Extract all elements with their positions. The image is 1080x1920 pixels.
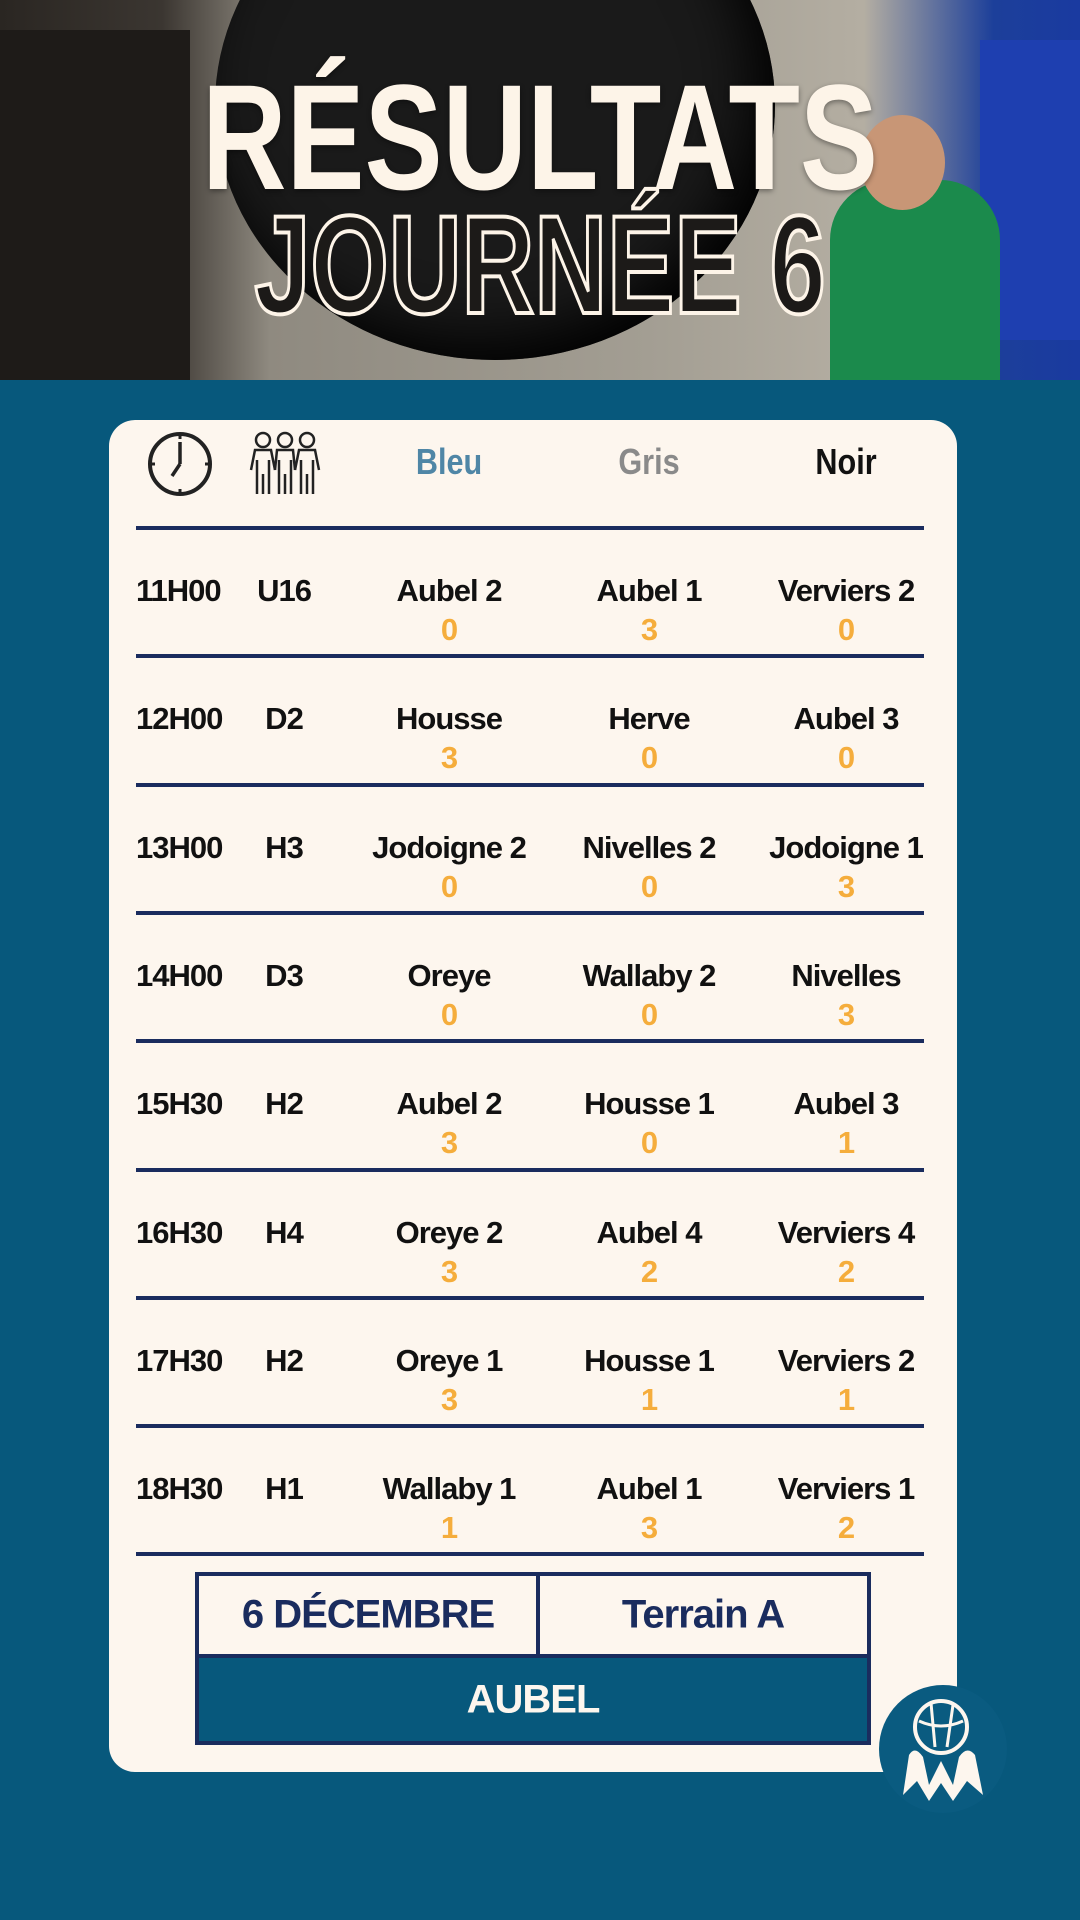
- match-time: 11H00: [136, 573, 222, 608]
- team-bleu: Oreye 2: [395, 1214, 504, 1250]
- score-bleu: 0: [440, 868, 458, 904]
- column-header-noir: Noir: [815, 441, 877, 482]
- team-gris: Wallaby 2: [582, 957, 717, 993]
- match-category: D3: [265, 957, 304, 993]
- player-image: [830, 180, 1000, 380]
- match-category: H3: [265, 829, 304, 865]
- venue-bar: AUBEL: [199, 1654, 867, 1741]
- column-header-gris: Gris: [618, 441, 680, 482]
- score-gris: 1: [640, 1381, 658, 1417]
- row-divider: [136, 1552, 924, 1557]
- team-icon: [249, 431, 321, 494]
- score-noir: 2: [837, 1510, 855, 1546]
- event-date: 6 DÉCEMBRE: [241, 1592, 495, 1637]
- row-divider: [136, 1039, 924, 1044]
- team-bleu: Oreye: [407, 957, 492, 993]
- results-card: [109, 420, 957, 1772]
- row-divider: [136, 782, 924, 787]
- team-noir: Nivelles: [791, 957, 901, 993]
- team-bleu: Aubel 2: [396, 1086, 503, 1122]
- row-divider: [136, 1295, 924, 1300]
- row-divider: [136, 1424, 924, 1429]
- match-time: 17H30: [136, 1342, 223, 1378]
- score-noir: 0: [837, 740, 855, 776]
- row-divider: [136, 654, 924, 659]
- team-noir: Jodoigne 1: [769, 829, 924, 865]
- score-gris: 0: [640, 868, 658, 904]
- score-gris: 2: [640, 1253, 658, 1289]
- match-category: D2: [265, 701, 304, 737]
- score-gris: 0: [640, 1125, 658, 1161]
- match-time: 18H30: [136, 1471, 223, 1507]
- kinball-club-logo-icon: [879, 1685, 1007, 1813]
- match-category: U16: [257, 573, 312, 608]
- score-bleu: 3: [440, 1125, 458, 1161]
- team-gris: Aubel 1: [596, 1471, 703, 1507]
- score-noir: 3: [837, 868, 855, 904]
- score-noir: 3: [837, 996, 855, 1032]
- score-bleu: 3: [440, 740, 458, 776]
- team-noir: Verviers 2: [777, 573, 916, 608]
- player-head-image: [860, 115, 945, 210]
- team-bleu: Wallaby 1: [382, 1471, 517, 1507]
- team-noir: Verviers 2: [777, 1342, 916, 1378]
- score-bleu: 3: [440, 1381, 458, 1417]
- event-info-box: 6 DÉCEMBRE Terrain A AUBEL: [195, 1572, 871, 1745]
- match-time: 12H00: [136, 701, 223, 737]
- header-photo: RÉSULTATS JOURNÉE 6: [0, 0, 1080, 380]
- column-header-bleu: Bleu: [415, 441, 483, 482]
- page-title: RÉSULTATS: [202, 53, 878, 221]
- photo-wall: [0, 30, 190, 380]
- clock-icon: [148, 432, 212, 496]
- event-venue: AUBEL: [466, 1677, 601, 1722]
- score-bleu: 0: [440, 996, 458, 1032]
- team-gris: Herve: [608, 701, 690, 737]
- score-noir: 2: [837, 1253, 855, 1289]
- team-gris: Nivelles 2: [582, 829, 716, 865]
- score-bleu: 1: [440, 1510, 458, 1546]
- team-bleu: Aubel 2: [396, 573, 503, 608]
- match-category: H2: [265, 1342, 304, 1378]
- score-noir: 1: [837, 1125, 855, 1161]
- divider: [536, 1576, 540, 1654]
- score-gris: 3: [640, 612, 658, 647]
- score-gris: 0: [640, 740, 658, 776]
- team-noir: Verviers 1: [777, 1471, 916, 1507]
- event-field: Terrain A: [621, 1592, 785, 1637]
- team-noir: Verviers 4: [777, 1214, 916, 1250]
- team-gris: Aubel 1: [596, 573, 703, 608]
- page-subtitle: JOURNÉE 6: [253, 186, 827, 343]
- team-gris: Housse 1: [584, 1086, 715, 1122]
- score-noir: 1: [837, 1381, 855, 1417]
- match-time: 15H30: [136, 1086, 223, 1122]
- match-category: H4: [265, 1214, 304, 1250]
- team-bleu: Oreye 1: [395, 1342, 504, 1378]
- team-bleu: Jodoigne 2: [372, 829, 527, 865]
- row-divider: [136, 910, 924, 915]
- team-noir: Aubel 3: [793, 1086, 900, 1122]
- match-time: 14H00: [136, 957, 223, 993]
- score-noir: 0: [837, 612, 855, 647]
- match-category: H2: [265, 1086, 304, 1122]
- header-divider: [136, 526, 924, 530]
- team-noir: Aubel 3: [793, 701, 900, 737]
- row-divider: [136, 1167, 924, 1172]
- match-time: 13H00: [136, 829, 223, 865]
- score-gris: 3: [640, 1510, 658, 1546]
- match-time: 16H30: [136, 1214, 223, 1250]
- match-category: H1: [265, 1471, 304, 1507]
- score-bleu: 3: [440, 1253, 458, 1289]
- score-gris: 0: [640, 996, 658, 1032]
- team-gris: Aubel 4: [596, 1214, 703, 1250]
- score-bleu: 0: [440, 612, 458, 647]
- team-bleu: Housse: [396, 701, 503, 737]
- team-gris: Housse 1: [584, 1342, 715, 1378]
